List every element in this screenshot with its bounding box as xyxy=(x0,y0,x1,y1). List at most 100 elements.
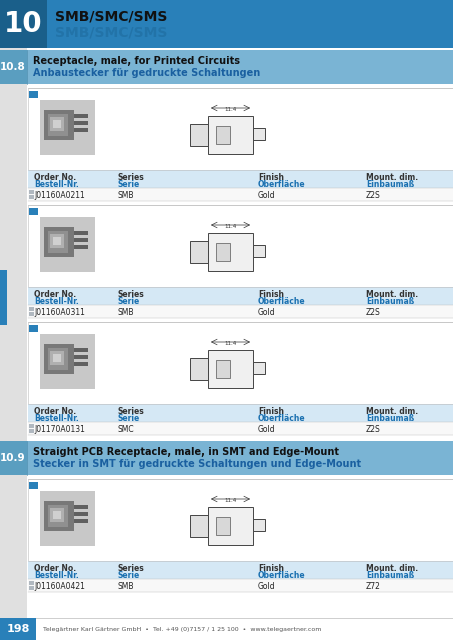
Bar xyxy=(48,505,68,527)
Text: SMB/SMC/SMS: SMB/SMC/SMS xyxy=(55,9,167,23)
Bar xyxy=(208,116,253,154)
Bar xyxy=(28,205,453,287)
Text: J01170A0131: J01170A0131 xyxy=(34,425,85,434)
Bar xyxy=(53,237,61,245)
Bar xyxy=(216,243,230,261)
Text: Serie: Serie xyxy=(118,414,140,423)
Bar xyxy=(44,501,74,531)
Text: Einbaumaß: Einbaumaß xyxy=(366,297,414,306)
Bar xyxy=(74,114,88,118)
Text: Mount. dim.: Mount. dim. xyxy=(366,407,418,416)
Bar xyxy=(0,270,7,325)
Bar xyxy=(0,618,36,640)
Text: SMB: SMB xyxy=(118,308,135,317)
Bar xyxy=(29,429,34,433)
Text: Oberfläche: Oberfläche xyxy=(258,297,306,306)
Bar xyxy=(50,234,64,248)
Bar xyxy=(50,351,64,365)
Text: Finish: Finish xyxy=(258,564,284,573)
Bar xyxy=(28,170,453,188)
Bar xyxy=(253,362,265,374)
Text: 10: 10 xyxy=(4,10,42,38)
Bar xyxy=(29,424,34,428)
Bar xyxy=(53,120,61,128)
Text: SMB: SMB xyxy=(118,191,135,200)
Text: Receptacle, male, for Printed Circuits: Receptacle, male, for Printed Circuits xyxy=(33,56,240,66)
Text: Bestell-Nr.: Bestell-Nr. xyxy=(34,571,79,580)
Text: Finish: Finish xyxy=(258,290,284,299)
Bar xyxy=(28,404,453,422)
Bar xyxy=(74,355,88,359)
Bar xyxy=(0,441,27,475)
Bar xyxy=(0,50,27,84)
Bar xyxy=(29,190,34,194)
Text: Series: Series xyxy=(118,407,145,416)
Bar xyxy=(29,307,34,311)
Text: Order No.: Order No. xyxy=(34,564,76,573)
Text: Mount. dim.: Mount. dim. xyxy=(366,173,418,182)
Bar xyxy=(50,508,64,522)
Text: Bestell-Nr.: Bestell-Nr. xyxy=(34,414,79,423)
Bar xyxy=(74,245,88,249)
Bar xyxy=(44,344,74,374)
Bar xyxy=(50,117,64,131)
Bar xyxy=(48,114,68,136)
Text: Gold: Gold xyxy=(258,191,275,200)
Text: Serie: Serie xyxy=(118,571,140,580)
Bar xyxy=(216,126,230,144)
Bar xyxy=(44,227,74,257)
Text: Straight PCB Receptacle, male, in SMT and Edge-Mount: Straight PCB Receptacle, male, in SMT an… xyxy=(33,447,339,457)
Bar xyxy=(48,231,68,253)
Bar xyxy=(216,517,230,535)
Text: 11.4: 11.4 xyxy=(224,498,236,503)
Bar xyxy=(48,348,68,370)
Bar xyxy=(0,0,453,48)
Bar xyxy=(74,128,88,132)
Bar xyxy=(74,238,88,242)
Bar xyxy=(0,618,453,640)
Text: Einbaumaß: Einbaumaß xyxy=(366,180,414,189)
Text: Anbaustecker für gedruckte Schaltungen: Anbaustecker für gedruckte Schaltungen xyxy=(33,68,260,78)
Bar xyxy=(28,287,453,305)
Text: Telegärtner Karl Gärtner GmbH  •  Tel. +49 (0)7157 / 1 25 100  •  www.telegaertn: Telegärtner Karl Gärtner GmbH • Tel. +49… xyxy=(43,627,321,632)
Bar xyxy=(53,354,61,362)
Text: Order No.: Order No. xyxy=(34,173,76,182)
Text: Gold: Gold xyxy=(258,582,275,591)
Bar xyxy=(216,360,230,378)
Text: Serie: Serie xyxy=(118,180,140,189)
Text: Z2S: Z2S xyxy=(366,191,381,200)
Text: Order No.: Order No. xyxy=(34,407,76,416)
Bar xyxy=(44,110,74,140)
Bar xyxy=(40,334,95,389)
Text: Oberfläche: Oberfläche xyxy=(258,571,306,580)
Text: SMB/SMC/SMS: SMB/SMC/SMS xyxy=(55,26,167,40)
Bar xyxy=(28,322,453,404)
Bar xyxy=(190,358,208,380)
Text: 11.4: 11.4 xyxy=(224,341,236,346)
Text: Bestell-Nr.: Bestell-Nr. xyxy=(34,180,79,189)
Text: 11.4: 11.4 xyxy=(224,224,236,229)
Bar xyxy=(0,441,453,475)
Bar xyxy=(74,362,88,366)
Text: Z2S: Z2S xyxy=(366,425,381,434)
Text: J01160A0311: J01160A0311 xyxy=(34,308,85,317)
Bar xyxy=(28,305,453,318)
Text: Gold: Gold xyxy=(258,308,275,317)
Text: Finish: Finish xyxy=(258,173,284,182)
Text: Z2S: Z2S xyxy=(366,308,381,317)
Text: 10.9: 10.9 xyxy=(0,453,26,463)
Text: SMB: SMB xyxy=(118,582,135,591)
Bar xyxy=(190,241,208,263)
Bar xyxy=(74,348,88,352)
Bar xyxy=(28,188,453,201)
Text: J01160A0421: J01160A0421 xyxy=(34,582,85,591)
Bar xyxy=(29,482,38,489)
Text: Einbaumaß: Einbaumaß xyxy=(366,414,414,423)
Text: Oberfläche: Oberfläche xyxy=(258,180,306,189)
Text: Bestell-Nr.: Bestell-Nr. xyxy=(34,297,79,306)
Bar xyxy=(40,491,95,546)
Text: Series: Series xyxy=(118,173,145,182)
Text: Einbaumaß: Einbaumaß xyxy=(366,571,414,580)
Text: SMC: SMC xyxy=(118,425,135,434)
Bar xyxy=(29,312,34,316)
